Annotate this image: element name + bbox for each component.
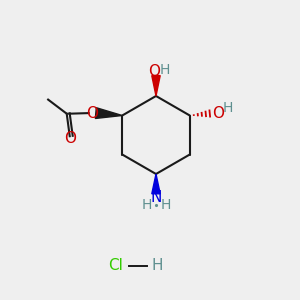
Polygon shape: [152, 174, 160, 194]
Polygon shape: [152, 76, 160, 96]
Text: O: O: [148, 64, 160, 79]
Text: Cl: Cl: [108, 258, 123, 273]
Text: O: O: [212, 106, 224, 121]
Text: O: O: [64, 131, 76, 146]
Polygon shape: [95, 108, 122, 118]
Text: H: H: [159, 63, 170, 77]
Text: H: H: [160, 198, 171, 212]
Text: H: H: [223, 101, 233, 115]
Text: N: N: [150, 190, 162, 206]
Text: O: O: [86, 106, 98, 121]
Text: H: H: [152, 258, 163, 273]
Text: H: H: [141, 198, 152, 212]
